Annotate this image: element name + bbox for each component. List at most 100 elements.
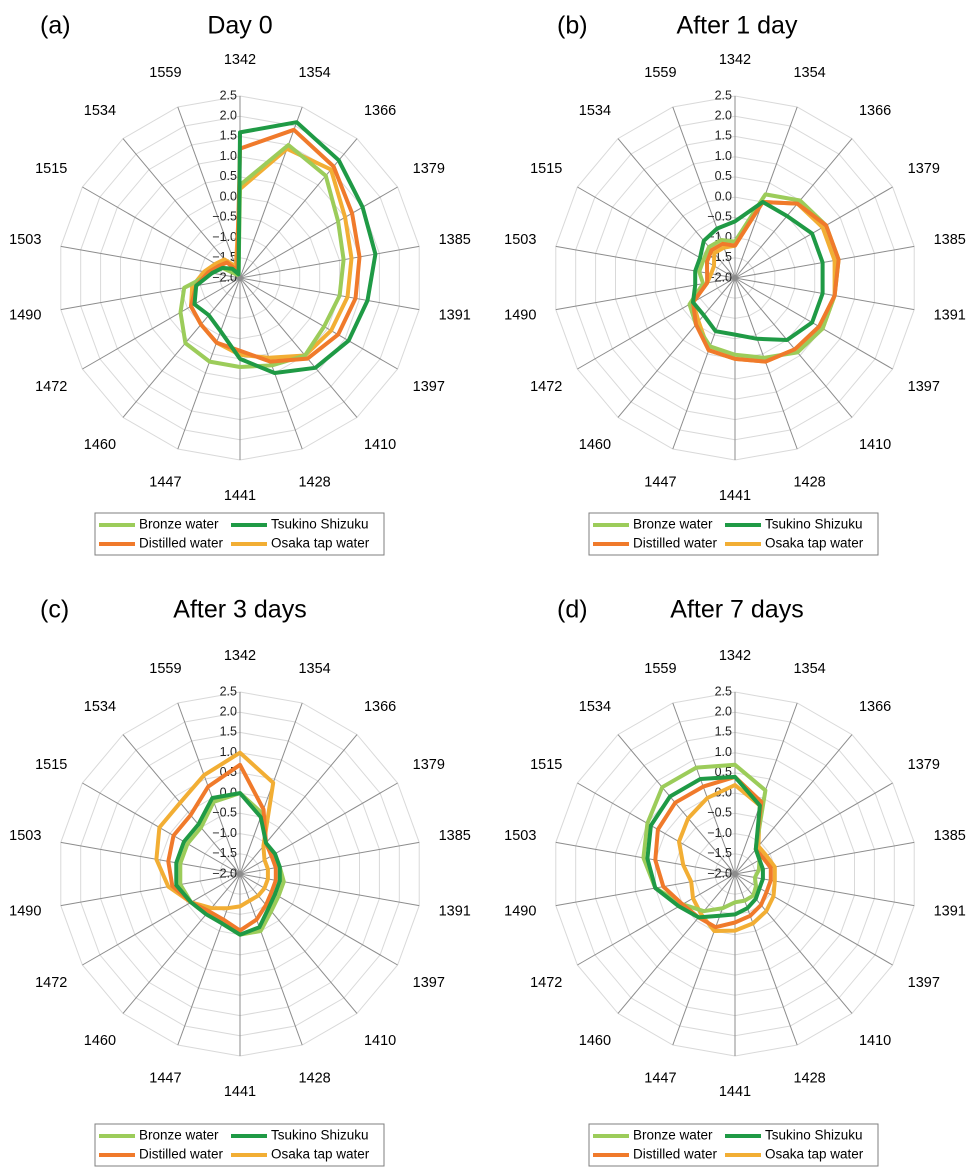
category-label: 1379 <box>908 161 940 177</box>
radar-panel-4: (d) After 7 days 1342 1354 1366 1379 1385 1391 1… <box>504 596 966 1167</box>
category-label: 1410 <box>859 1033 891 1049</box>
category-label: 1397 <box>908 379 940 395</box>
category-label: 1447 <box>644 475 676 491</box>
category-label: 1441 <box>719 488 751 504</box>
radial-tick-label: 1.5 <box>715 725 732 739</box>
category-label: 1379 <box>908 757 940 773</box>
radar-panel-3: (c) After 3 days 1342 1354 1366 1379 1385 1391 1… <box>9 596 471 1167</box>
category-label: 1385 <box>439 232 471 248</box>
radial-tick-label: −0.5 <box>212 806 237 820</box>
radial-tick-label: −1.0 <box>212 230 237 244</box>
axis-spoke <box>239 841 420 875</box>
category-label: 1391 <box>934 308 966 324</box>
legend: Bronze water Tsukino Shizuku Distilled wat… <box>588 512 879 556</box>
category-label: 1354 <box>298 661 330 677</box>
radial-tick-label: 2.0 <box>220 704 237 718</box>
axis-spoke <box>239 277 358 418</box>
category-label: 1460 <box>579 1033 611 1049</box>
axis-spoke <box>617 873 736 1014</box>
category-label: 1559 <box>149 661 181 677</box>
radial-tick-label: 2.0 <box>715 704 732 718</box>
axis-spoke <box>239 873 398 966</box>
category-label: 1503 <box>504 828 536 844</box>
category-label: 1460 <box>84 1033 116 1049</box>
radial-tick-label: 0.5 <box>715 169 732 183</box>
radial-tick-label: −1.5 <box>212 846 237 860</box>
category-label: 1559 <box>149 65 181 81</box>
axis-spoke <box>734 138 853 279</box>
legend-label: Tsukino Shizuku <box>271 517 369 532</box>
category-label: 1366 <box>859 699 891 715</box>
category-label: 1490 <box>504 308 536 324</box>
category-label: 1515 <box>35 161 67 177</box>
category-label: 1391 <box>439 308 471 324</box>
radial-tick-label: 1.5 <box>220 129 237 143</box>
axis-spoke <box>239 873 420 907</box>
category-label: 1397 <box>413 379 445 395</box>
category-label: 1385 <box>439 828 471 844</box>
category-label: 1441 <box>719 1084 751 1100</box>
axis-spoke <box>82 277 241 370</box>
radial-tick-label: −1.0 <box>707 826 732 840</box>
category-label: 1447 <box>149 475 181 491</box>
legend-label: Distilled water <box>139 536 224 551</box>
axis-spoke <box>734 277 798 450</box>
panel-title: After 1 day <box>677 12 798 40</box>
axis-spoke <box>617 277 736 418</box>
radial-tick-label: −0.5 <box>707 210 732 224</box>
category-label: 1379 <box>413 161 445 177</box>
legend-label: Osaka tap water <box>271 1147 370 1162</box>
legend-label: Tsukino Shizuku <box>271 1128 369 1143</box>
radial-tick-label: 1.5 <box>715 129 732 143</box>
radial-tick-label: 1.5 <box>220 725 237 739</box>
category-label: 1342 <box>224 648 256 664</box>
radial-tick-label: −2.0 <box>707 866 732 880</box>
panel-letter: (c) <box>40 596 69 624</box>
category-label: 1410 <box>364 1033 396 1049</box>
legend-label: Tsukino Shizuku <box>765 517 863 532</box>
category-label: 1490 <box>9 308 41 324</box>
legend-box <box>588 1123 879 1167</box>
category-label: 1366 <box>859 103 891 119</box>
category-label: 1428 <box>298 1071 330 1087</box>
panel-letter: (b) <box>557 12 588 40</box>
category-label: 1515 <box>530 161 562 177</box>
category-label: 1472 <box>35 975 67 991</box>
category-label: 1472 <box>35 379 67 395</box>
category-label: 1534 <box>84 103 116 119</box>
series-line-tsukino-shizuku <box>691 200 825 342</box>
axis-spoke <box>177 277 241 450</box>
category-label: 1391 <box>439 904 471 920</box>
axis-spoke <box>239 186 398 279</box>
radial-tick-label: 2.5 <box>220 88 237 102</box>
legend: Bronze water Tsukino Shizuku Distilled wat… <box>94 1123 385 1167</box>
axis-spoke <box>82 873 241 966</box>
radial-tick-label: −0.5 <box>707 806 732 820</box>
legend-label: Osaka tap water <box>765 1147 864 1162</box>
legend-label: Tsukino Shizuku <box>765 1128 863 1143</box>
legend-label: Distilled water <box>139 1147 224 1162</box>
axis-spoke <box>555 873 736 907</box>
category-label: 1354 <box>793 65 825 81</box>
axis-spoke <box>239 873 358 1014</box>
panel-letter: (a) <box>40 12 71 40</box>
axis-spoke <box>577 873 736 966</box>
axis-spoke <box>177 873 241 1046</box>
legend-label: Bronze water <box>139 1128 219 1143</box>
category-label: 1342 <box>719 648 751 664</box>
axis-spoke <box>239 106 303 279</box>
category-label: 1503 <box>504 232 536 248</box>
axis-spoke <box>122 873 241 1014</box>
category-label: 1559 <box>644 65 676 81</box>
legend: Bronze water Tsukino Shizuku Distilled wat… <box>94 512 385 556</box>
radial-tick-label: 0.0 <box>220 189 237 203</box>
panel-title: After 7 days <box>670 596 803 624</box>
category-label: 1410 <box>859 437 891 453</box>
category-label: 1391 <box>934 904 966 920</box>
legend-label: Bronze water <box>633 517 713 532</box>
legend-box <box>588 512 879 556</box>
radial-tick-label: −1.0 <box>212 826 237 840</box>
series-line-tsukino-shizuku <box>192 120 378 375</box>
axis-spoke <box>734 873 915 907</box>
